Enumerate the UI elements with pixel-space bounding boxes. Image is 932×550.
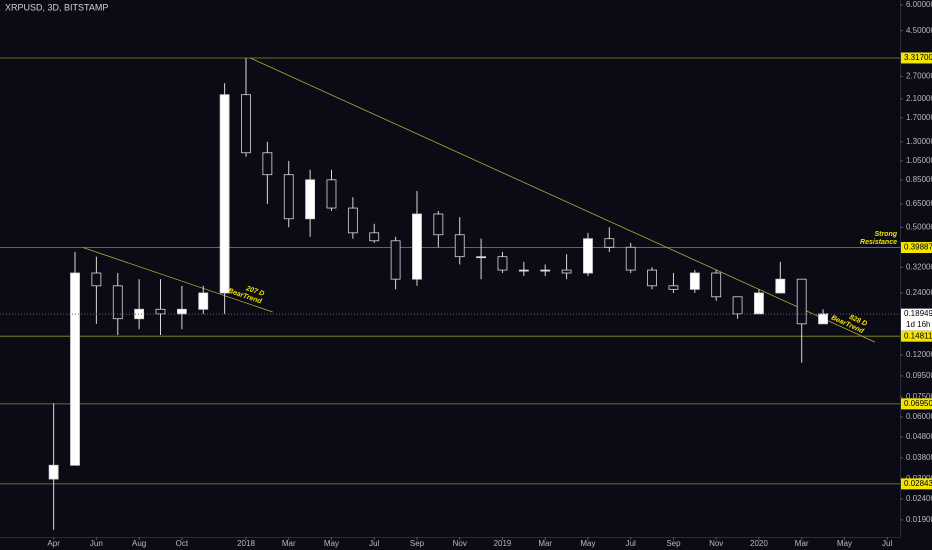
level-label-box	[901, 52, 932, 64]
level-label-box	[901, 478, 932, 490]
candle-body	[625, 246, 636, 271]
y-tick-label: 2.70000	[906, 71, 932, 80]
level-label-box	[901, 242, 932, 254]
x-tick-label: Jun	[90, 539, 103, 548]
level-label-box	[901, 330, 932, 342]
y-tick-label: 2.10000	[906, 94, 932, 103]
last-price-box	[901, 308, 932, 331]
candle-body	[369, 232, 380, 242]
candle-body	[134, 308, 145, 320]
x-tick-label: Sep	[666, 539, 681, 548]
candle-body	[668, 285, 679, 290]
x-tick-label: 2019	[494, 539, 512, 548]
candle-body	[283, 174, 294, 220]
level-label: 0.14811	[904, 331, 932, 340]
candle-body	[112, 285, 123, 320]
x-tick-label: Jul	[626, 539, 636, 548]
y-tick-label: 0.01900	[906, 515, 932, 524]
level-label: 0.02843	[904, 479, 932, 488]
candle-body	[775, 278, 786, 294]
countdown: 1d 16h	[906, 320, 930, 329]
x-tick-label: Oct	[176, 539, 189, 548]
y-tick-label: 6.00000	[906, 0, 932, 9]
x-tick-label: Mar	[282, 539, 296, 548]
candle-body	[390, 240, 401, 280]
candle-body	[70, 272, 80, 466]
candle-body	[454, 234, 465, 258]
level-label: 3.31700	[904, 53, 932, 62]
candle-body	[818, 313, 828, 325]
candle-body	[732, 296, 743, 315]
candle-body	[347, 207, 358, 234]
candle-body	[155, 308, 166, 315]
candle-body	[497, 256, 508, 271]
candle-body	[48, 464, 59, 480]
candle-body	[219, 94, 230, 294]
candle-body	[198, 292, 209, 310]
x-tick-label: Jul	[882, 539, 892, 548]
candle-body	[412, 213, 422, 280]
candle-body	[583, 238, 593, 274]
annotation: Strong	[874, 231, 897, 238]
x-tick-label: 2018	[237, 539, 255, 548]
candle-body	[647, 269, 657, 287]
x-tick-label: May	[580, 539, 595, 548]
candle-body	[326, 179, 337, 209]
candle-body	[305, 179, 316, 220]
candle-body	[754, 292, 764, 315]
x-tick-label: Nov	[709, 539, 723, 548]
candle-body	[476, 256, 486, 259]
candle-body	[241, 94, 251, 154]
candle-body	[176, 308, 187, 315]
candle-body	[433, 213, 444, 236]
x-tick-label: 2020	[750, 539, 768, 548]
x-tick-label: Sep	[410, 539, 425, 548]
candle-body	[711, 272, 722, 298]
y-tick-label: 1.30000	[906, 137, 932, 146]
candle-body	[91, 272, 102, 287]
candle-body	[604, 238, 615, 248]
trendline	[250, 57, 876, 343]
candle-body	[689, 272, 700, 290]
x-tick-label: May	[324, 539, 339, 548]
y-tick-label: 1.70000	[906, 113, 932, 122]
level-label: 0.39887	[904, 243, 932, 252]
trendline	[82, 247, 273, 313]
x-tick-label: Nov	[453, 539, 467, 548]
candle-body	[561, 269, 572, 274]
x-tick-label: Apr	[47, 539, 60, 548]
last-price-label: 0.18949	[904, 309, 932, 318]
candle-body	[540, 269, 551, 272]
x-tick-label: Mar	[538, 539, 552, 548]
x-tick-label: Aug	[132, 539, 146, 548]
x-tick-label: May	[837, 539, 852, 548]
candle-body	[518, 269, 529, 272]
level-label-box	[901, 398, 932, 410]
level-label: 0.06950	[904, 399, 932, 408]
annotation: Resistance	[860, 239, 897, 246]
candle-body	[796, 278, 807, 325]
chart-title: XRPUSD, 3D, BITSTAMP	[5, 2, 108, 12]
candle-body	[262, 152, 273, 176]
x-tick-label: Jul	[369, 539, 379, 548]
x-tick-label: Mar	[795, 539, 809, 548]
